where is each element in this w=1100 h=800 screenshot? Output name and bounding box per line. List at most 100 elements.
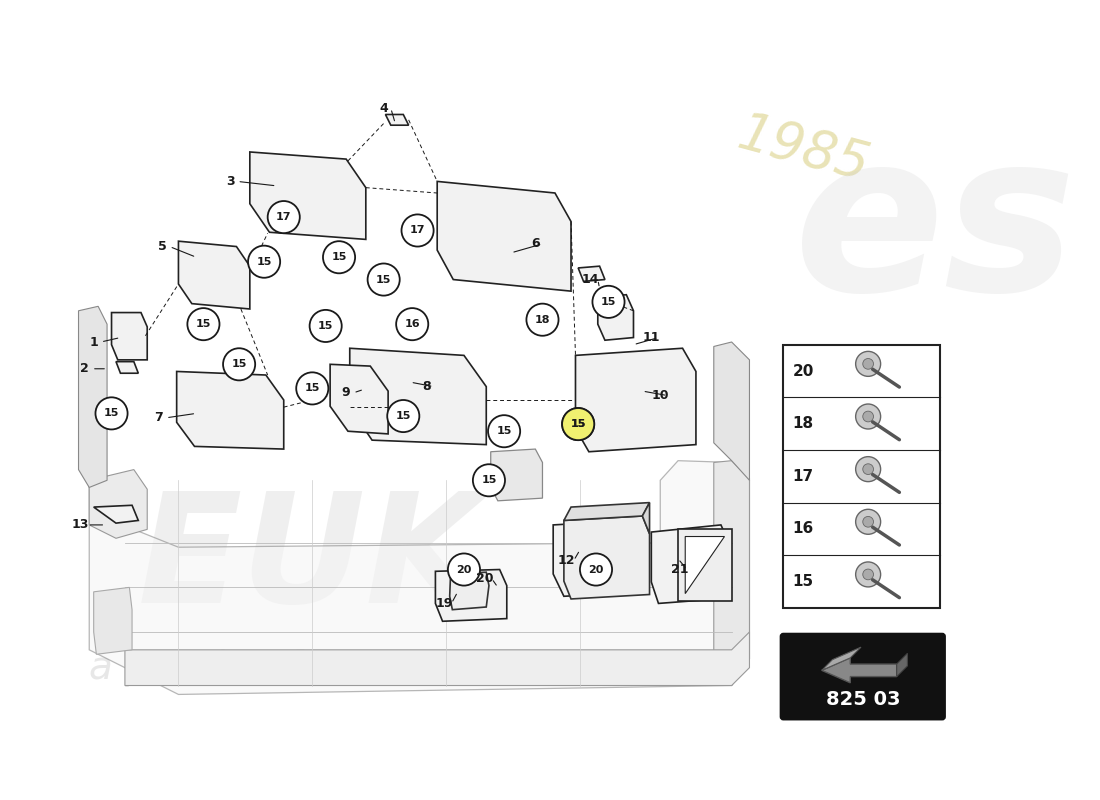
Text: 20: 20 — [588, 565, 604, 574]
Polygon shape — [385, 114, 408, 125]
Polygon shape — [597, 294, 634, 340]
Text: 16: 16 — [405, 319, 420, 329]
Text: 21: 21 — [671, 563, 689, 576]
Circle shape — [187, 308, 220, 340]
Text: 15: 15 — [318, 321, 333, 331]
Text: 15: 15 — [496, 426, 512, 436]
Polygon shape — [111, 313, 147, 360]
Text: 20: 20 — [475, 572, 493, 585]
Text: 17: 17 — [276, 212, 292, 222]
Text: 15: 15 — [231, 359, 246, 370]
Polygon shape — [564, 516, 649, 599]
Text: 17: 17 — [792, 469, 814, 484]
Polygon shape — [491, 449, 542, 501]
Circle shape — [856, 351, 881, 376]
Polygon shape — [330, 364, 388, 434]
Circle shape — [323, 241, 355, 274]
Text: 15: 15 — [256, 257, 272, 266]
Text: 2: 2 — [80, 362, 89, 375]
Polygon shape — [642, 502, 649, 534]
Circle shape — [862, 411, 873, 422]
Polygon shape — [89, 470, 147, 538]
Text: 15: 15 — [331, 252, 346, 262]
Text: EUK: EUK — [139, 486, 485, 635]
Text: 13: 13 — [72, 518, 89, 531]
Text: 15: 15 — [305, 383, 320, 394]
Text: 14: 14 — [582, 273, 600, 286]
Polygon shape — [89, 461, 749, 694]
Circle shape — [580, 554, 612, 586]
Circle shape — [862, 569, 873, 580]
Text: a passion for: a passion for — [89, 649, 339, 686]
Text: 20: 20 — [792, 363, 814, 378]
Polygon shape — [94, 506, 139, 523]
Circle shape — [473, 464, 505, 496]
Polygon shape — [94, 587, 132, 654]
Polygon shape — [822, 647, 861, 670]
Circle shape — [396, 308, 428, 340]
Text: 9: 9 — [342, 386, 351, 399]
Polygon shape — [564, 502, 649, 521]
Text: 5: 5 — [158, 240, 167, 253]
Polygon shape — [678, 530, 732, 601]
Polygon shape — [651, 525, 729, 603]
Text: 15: 15 — [103, 408, 119, 418]
Text: 1985: 1985 — [732, 108, 874, 193]
Circle shape — [448, 554, 480, 586]
Polygon shape — [350, 348, 486, 445]
Circle shape — [862, 517, 873, 527]
Text: 1: 1 — [89, 335, 98, 349]
Circle shape — [562, 408, 594, 440]
Circle shape — [248, 246, 280, 278]
Text: 15: 15 — [396, 411, 411, 421]
Polygon shape — [575, 348, 696, 452]
FancyBboxPatch shape — [781, 634, 945, 719]
Text: 3: 3 — [226, 175, 234, 188]
Text: 15: 15 — [571, 419, 586, 429]
Polygon shape — [553, 521, 642, 596]
Polygon shape — [250, 152, 366, 239]
Text: 15: 15 — [196, 319, 211, 329]
Polygon shape — [896, 654, 907, 677]
Polygon shape — [714, 342, 749, 480]
Circle shape — [296, 372, 328, 405]
Text: 15: 15 — [792, 574, 814, 589]
Circle shape — [223, 348, 255, 380]
Circle shape — [527, 304, 559, 336]
Text: 15: 15 — [571, 419, 586, 429]
Circle shape — [96, 398, 128, 430]
Text: 6: 6 — [531, 238, 540, 250]
Circle shape — [856, 562, 881, 587]
Text: 19: 19 — [436, 597, 453, 610]
Polygon shape — [436, 570, 507, 622]
Text: 10: 10 — [651, 389, 669, 402]
Circle shape — [856, 404, 881, 429]
Circle shape — [856, 457, 881, 482]
Circle shape — [862, 358, 873, 370]
Text: 15: 15 — [482, 475, 496, 486]
Polygon shape — [450, 572, 488, 610]
Circle shape — [593, 286, 625, 318]
Polygon shape — [685, 537, 725, 594]
Circle shape — [488, 415, 520, 447]
Polygon shape — [579, 266, 605, 282]
Polygon shape — [116, 362, 139, 374]
Circle shape — [387, 400, 419, 432]
Text: 11: 11 — [642, 331, 660, 344]
Text: 4: 4 — [379, 102, 388, 114]
Text: 15: 15 — [376, 274, 392, 285]
Polygon shape — [437, 182, 571, 291]
Polygon shape — [178, 241, 250, 309]
Polygon shape — [177, 371, 284, 449]
Text: 8: 8 — [422, 380, 431, 393]
Text: 15: 15 — [601, 297, 616, 307]
Polygon shape — [125, 632, 749, 686]
Polygon shape — [78, 306, 107, 487]
Text: 20: 20 — [456, 565, 472, 574]
Text: 12: 12 — [558, 554, 575, 567]
Circle shape — [402, 214, 433, 246]
Text: 825 03: 825 03 — [825, 690, 900, 709]
Circle shape — [267, 201, 300, 233]
Circle shape — [309, 310, 342, 342]
Polygon shape — [714, 461, 749, 686]
